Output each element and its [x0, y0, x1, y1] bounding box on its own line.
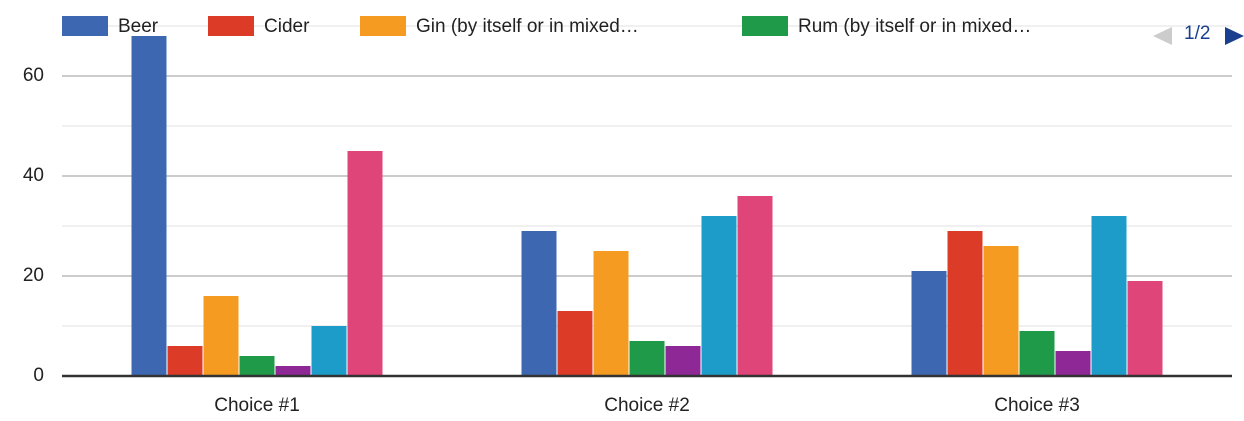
pager-prev-icon[interactable]	[1153, 27, 1172, 45]
bar[interactable]	[203, 296, 239, 376]
bar[interactable]	[557, 311, 593, 376]
legend-swatch	[208, 16, 254, 36]
bar[interactable]	[629, 341, 665, 376]
bar[interactable]	[275, 366, 311, 376]
legend-swatch	[360, 16, 406, 36]
bar[interactable]	[737, 196, 773, 376]
y-tick-label: 60	[23, 65, 44, 86]
bar[interactable]	[701, 216, 737, 376]
bars-layer	[131, 36, 1163, 376]
axis-layer: 0 20 40 60 Choice #1 Choice #2 Choice #3	[23, 65, 1232, 416]
x-category-label: Choice #1	[214, 395, 300, 416]
grid-layer	[62, 25, 1232, 327]
legend-label: Gin (by itself or in mixed…	[416, 16, 639, 37]
legend-item[interactable]: Rum (by itself or in mixed…	[742, 16, 1031, 37]
legend-item[interactable]: Beer	[62, 16, 159, 37]
legend-pager[interactable]: 1/2	[1153, 23, 1244, 45]
bar[interactable]	[131, 36, 167, 376]
bar[interactable]	[983, 246, 1019, 376]
bar[interactable]	[593, 251, 629, 376]
bar[interactable]	[347, 151, 383, 376]
pager-next-icon[interactable]	[1225, 27, 1244, 45]
bar[interactable]	[665, 346, 701, 376]
bar[interactable]	[1019, 331, 1055, 376]
pager-label: 1/2	[1184, 23, 1210, 44]
y-tick-label: 20	[23, 265, 44, 286]
bar[interactable]	[521, 231, 557, 376]
legend: Beer Cider Gin (by itself or in mixed… Rum …	[62, 16, 1031, 37]
legend-label: Rum (by itself or in mixed…	[798, 16, 1031, 37]
bar[interactable]	[1091, 216, 1127, 376]
bar[interactable]	[1127, 281, 1163, 376]
legend-item[interactable]: Gin (by itself or in mixed…	[360, 16, 639, 37]
bar[interactable]	[911, 271, 947, 376]
y-tick-label: 40	[23, 165, 44, 186]
bar[interactable]	[311, 326, 347, 376]
legend-item[interactable]: Cider	[208, 16, 310, 37]
x-category-label: Choice #3	[994, 395, 1080, 416]
legend-swatch	[62, 16, 108, 36]
legend-swatch	[742, 16, 788, 36]
y-tick-label: 0	[33, 365, 44, 386]
legend-label: Cider	[264, 16, 310, 37]
x-category-label: Choice #2	[604, 395, 690, 416]
bar[interactable]	[947, 231, 983, 376]
legend-label: Beer	[118, 16, 159, 37]
bar[interactable]	[239, 356, 275, 376]
bar[interactable]	[167, 346, 203, 376]
bar[interactable]	[1055, 351, 1091, 376]
